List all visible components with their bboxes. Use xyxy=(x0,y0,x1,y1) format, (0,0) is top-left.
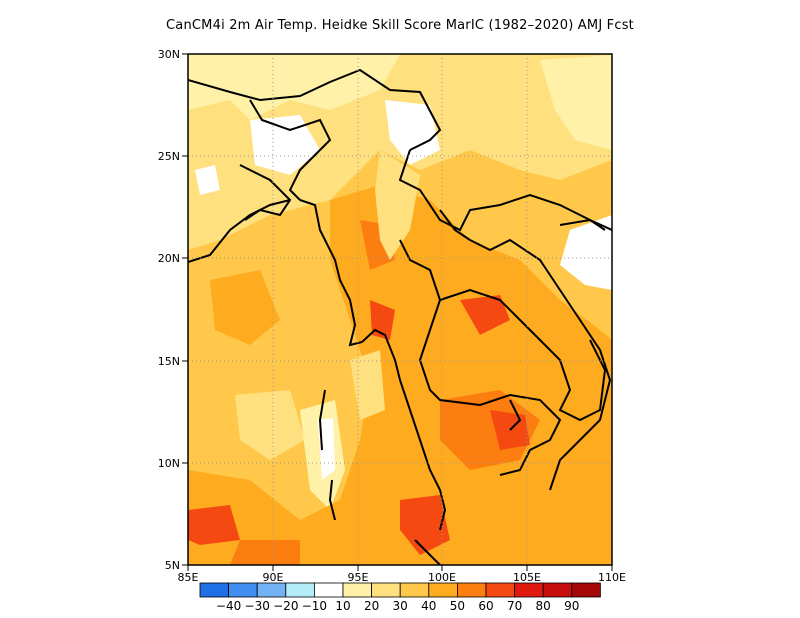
lat-tick-label: 20N xyxy=(158,252,180,265)
skill-score-field xyxy=(188,54,612,565)
lat-tick-label: 15N xyxy=(158,355,180,368)
grid-lines xyxy=(188,54,612,565)
colorbar-label: −30 xyxy=(245,599,270,613)
lon-tick-label: 90E xyxy=(263,571,284,584)
colorbar-swatch xyxy=(371,582,401,598)
colorbar-label: 90 xyxy=(564,599,579,613)
colorbar-label: 20 xyxy=(364,599,379,613)
colorbar: −40 −30 −20 −10 10 20 30 40 50 60 70 80 90 xyxy=(199,582,601,613)
colorbar-label: 10 xyxy=(335,599,350,613)
colorbar-swatch xyxy=(342,582,373,598)
colorbar-swatch xyxy=(199,582,230,598)
lon-tick-label: 85E xyxy=(178,571,199,584)
colorbar-label: 60 xyxy=(478,599,493,613)
colorbar-label: −10 xyxy=(302,599,327,613)
colorbar-swatch xyxy=(428,582,458,598)
colorbar-swatch xyxy=(456,582,487,598)
colorbar-label: 80 xyxy=(536,599,551,613)
country-borders xyxy=(188,68,612,565)
colorbar-swatch xyxy=(399,582,430,598)
colorbar-label: 40 xyxy=(421,599,436,613)
colorbar-swatch xyxy=(228,582,258,598)
colorbar-swatch xyxy=(285,582,315,598)
colorbar-swatch xyxy=(542,582,573,598)
lat-tick-label: 25N xyxy=(158,150,180,163)
lon-tick-label: 100E xyxy=(428,571,456,584)
lon-tick-label: 105E xyxy=(513,571,541,584)
colorbar-swatch xyxy=(514,582,544,598)
axis-ticks xyxy=(182,53,613,571)
colorbar-label: 70 xyxy=(507,599,522,613)
lon-tick-label: 110E xyxy=(598,571,626,584)
lon-tick-label: 95E xyxy=(348,571,369,584)
map-frame xyxy=(187,53,613,566)
colorbar-swatch xyxy=(485,582,516,598)
colorbar-label: −40 xyxy=(216,599,241,613)
lon-axis: 85E 90E 95E 100E 105E 110E xyxy=(178,571,626,584)
colorbar-label: −20 xyxy=(273,599,298,613)
colorbar-label: 30 xyxy=(393,599,408,613)
lat-tick-label: 10N xyxy=(158,457,180,470)
colorbar-swatch xyxy=(571,582,601,598)
lat-tick-label: 30N xyxy=(158,48,180,61)
colorbar-swatch xyxy=(256,582,287,598)
lat-tick-label: 5N xyxy=(165,559,180,572)
map-title: CanCM4i 2m Air Temp. Heidke Skill Score … xyxy=(166,18,634,33)
colorbar-swatch xyxy=(313,582,344,598)
colorbar-label: 50 xyxy=(450,599,465,613)
lat-axis: 30N 25N 20N 15N 10N 5N xyxy=(158,48,180,572)
